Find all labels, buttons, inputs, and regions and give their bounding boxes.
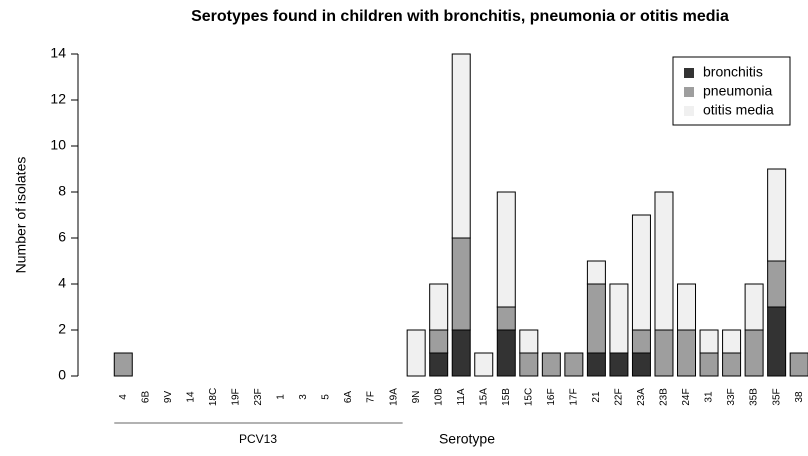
x-tick-label: 18C (208, 388, 219, 406)
x-tick-label: 22F (614, 388, 625, 405)
x-tick-label: 16F (546, 388, 557, 405)
x-tick-label: 21 (591, 391, 602, 403)
bar-segment (767, 168, 787, 262)
x-tick-label: 1 (276, 394, 287, 400)
x-tick-label: 33F (726, 388, 737, 405)
x-tick-label: 35B (749, 388, 760, 406)
x-tick-label: 17F (569, 388, 580, 405)
x-tick-label: 35F (771, 388, 782, 405)
bar-segment (677, 283, 697, 331)
y-tick-label: 6 (58, 229, 66, 245)
bar-segment (631, 352, 651, 377)
legend-swatch (684, 87, 694, 97)
annotation: PCV13 (239, 432, 277, 446)
bar-segment (406, 329, 426, 377)
bar-segment (789, 352, 808, 377)
bar-segment (631, 214, 651, 331)
legend-swatch (684, 106, 694, 116)
bar-segment (474, 352, 494, 377)
x-tick-label: 19F (231, 388, 242, 405)
bar-segment (586, 260, 606, 285)
bar-segment (113, 352, 133, 377)
bar-segment (451, 53, 471, 239)
x-axis-label: Serotype (439, 431, 495, 447)
x-tick-label: 9V (163, 391, 174, 404)
legend-label: otitis media (703, 102, 774, 118)
x-tick-label: 9N (411, 391, 422, 404)
bar-segment (519, 352, 539, 377)
x-tick-label: 23A (636, 388, 647, 406)
bar-segment (767, 306, 787, 377)
x-tick-label: 6B (140, 391, 151, 404)
bar-segment (609, 283, 629, 354)
y-tick-label: 14 (50, 45, 66, 61)
y-axis-label: Number of isolates (13, 157, 29, 274)
bar-segment (586, 283, 606, 354)
y-tick-label: 4 (58, 275, 66, 291)
x-tick-label: 11A (456, 388, 467, 405)
bar-segment (609, 352, 629, 377)
chart-title: Serotypes found in children with bronchi… (191, 8, 729, 25)
x-tick-label: 7F (366, 391, 377, 403)
y-tick-label: 2 (58, 321, 66, 337)
y-tick-label: 10 (50, 137, 66, 153)
bar-segment (429, 352, 449, 377)
bar-segment (744, 329, 764, 377)
x-tick-label: 15B (501, 388, 512, 406)
x-tick-label: 3 (298, 394, 309, 400)
legend-swatch (684, 68, 694, 78)
x-tick-label: 23F (253, 388, 264, 405)
bar-segment (564, 352, 584, 377)
bar-segment (677, 329, 697, 377)
bar-segment (519, 329, 539, 354)
bar-segment (451, 237, 471, 331)
x-tick-label: 23B (659, 388, 670, 406)
y-tick-label: 0 (58, 367, 66, 383)
bar-segment (631, 329, 651, 354)
bar-segment (429, 283, 449, 331)
bar-segment (586, 352, 606, 377)
bar-segment (496, 306, 516, 331)
bar-segment (767, 260, 787, 308)
bar-segment (541, 352, 561, 377)
bar-segment (429, 329, 449, 354)
x-tick-label: 19A (388, 388, 399, 406)
bar-segment (496, 329, 516, 377)
y-tick-label: 12 (50, 91, 66, 107)
x-tick-label: 31 (704, 391, 715, 403)
legend-label: bronchitis (703, 64, 763, 80)
bar-segment (496, 191, 516, 308)
bar-segment (722, 329, 742, 354)
x-tick-label: 38 (794, 391, 805, 403)
x-tick-label: 4 (118, 394, 129, 400)
x-tick-label: 15A (478, 388, 489, 406)
x-tick-label: 6A (343, 391, 354, 404)
x-tick-label: 10B (433, 388, 444, 406)
bar-segment (451, 329, 471, 377)
x-tick-label: 5 (321, 394, 332, 400)
x-tick-label: 15C (523, 388, 534, 406)
x-tick-label: 24F (681, 388, 692, 405)
bar-segment (654, 329, 674, 377)
x-tick-label: 14 (185, 391, 196, 403)
bar-segment (654, 191, 674, 331)
bar-segment (722, 352, 742, 377)
y-tick-label: 8 (58, 183, 66, 199)
legend-label: pneumonia (703, 83, 772, 99)
bar-segment (744, 283, 764, 331)
bar-segment (699, 352, 719, 377)
bar-segment (699, 329, 719, 354)
